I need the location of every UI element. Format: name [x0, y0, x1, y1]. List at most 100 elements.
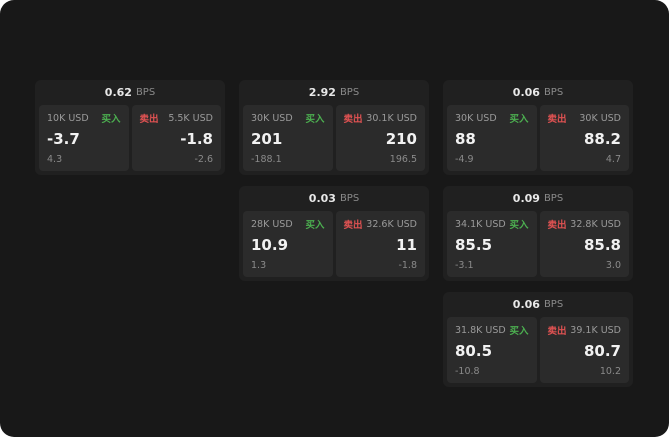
sell-delta: 4.7	[605, 154, 621, 165]
buy-delta: -4.9	[455, 154, 474, 165]
sell-size: 30K USD	[579, 112, 621, 124]
sell-panel[interactable]: 卖出 30.1K USD 210 196.5	[335, 105, 425, 171]
spread-value: 0.03	[308, 192, 336, 205]
bps-label: BPS	[339, 87, 360, 98]
sell-delta: -1.8	[398, 260, 417, 271]
sell-price: -1.8	[180, 130, 213, 148]
buy-delta: -188.1	[251, 154, 282, 165]
sell-delta: 3.0	[605, 260, 621, 271]
buy-price: 85.5	[455, 236, 493, 254]
sell-label: 卖出	[547, 220, 567, 231]
sell-size: 30.1K USD	[366, 112, 417, 124]
buy-size: 28K USD	[251, 218, 293, 230]
spread-value: 0.62	[104, 86, 132, 99]
sell-panel-top: 卖出 30K USD	[547, 111, 622, 126]
quote-card: 2.92 BPS 30K USD 买入 201 -188.1 卖出 30.1K …	[239, 80, 429, 175]
buy-panel-top: 28K USD 买入	[251, 217, 325, 232]
buy-size: 34.1K USD	[455, 218, 506, 230]
buy-panel[interactable]: 30K USD 买入 88 -4.9	[447, 105, 537, 171]
buy-price: 10.9	[251, 236, 289, 254]
sell-label: 卖出	[343, 114, 363, 125]
buy-delta: -10.8	[455, 366, 480, 377]
buy-panel-top: 31.8K USD 买入	[455, 323, 529, 338]
bps-label: BPS	[543, 299, 564, 310]
buy-label: 买入	[509, 114, 529, 125]
sell-price: 85.8	[583, 236, 621, 254]
sell-size: 5.5K USD	[168, 112, 213, 124]
sell-price: 80.7	[583, 342, 621, 360]
sell-size: 32.6K USD	[366, 218, 417, 230]
sell-panel[interactable]: 卖出 5.5K USD -1.8 -2.6	[131, 105, 221, 171]
spread-header: 0.03 BPS	[239, 186, 429, 211]
quote-card: 0.62 BPS 10K USD 买入 -3.7 4.3 卖出 5.5K USD	[35, 80, 225, 175]
buy-panel-top: 30K USD 买入	[251, 111, 325, 126]
buy-price: -3.7	[47, 130, 80, 148]
buy-price: 88	[455, 130, 476, 148]
sell-price: 88.2	[583, 130, 621, 148]
spread-value: 0.06	[512, 86, 540, 99]
buy-label: 买入	[101, 114, 121, 125]
buy-size: 31.8K USD	[455, 324, 506, 336]
spread-header: 2.92 BPS	[239, 80, 429, 105]
bps-label: BPS	[543, 193, 564, 204]
buy-panel-top: 10K USD 买入	[47, 111, 121, 126]
sell-delta: 196.5	[389, 154, 417, 165]
sell-panel-top: 卖出 5.5K USD	[139, 111, 214, 126]
bps-label: BPS	[543, 87, 564, 98]
quote-panels: 34.1K USD 买入 85.5 -3.1 卖出 32.8K USD 85.8…	[443, 211, 633, 281]
spread-value: 2.92	[308, 86, 336, 99]
quote-card: 0.09 BPS 34.1K USD 买入 85.5 -3.1 卖出 32.8K…	[443, 186, 633, 281]
bps-label: BPS	[135, 87, 156, 98]
spread-value: 0.06	[512, 298, 540, 311]
buy-price: 201	[251, 130, 283, 148]
spread-header: 0.09 BPS	[443, 186, 633, 211]
sell-price: 210	[385, 130, 417, 148]
sell-price: 11	[396, 236, 417, 254]
buy-panel[interactable]: 31.8K USD 买入 80.5 -10.8	[447, 317, 537, 383]
buy-price: 80.5	[455, 342, 493, 360]
sell-panel-top: 卖出 30.1K USD	[343, 111, 418, 126]
sell-label: 卖出	[139, 114, 159, 125]
buy-panel[interactable]: 34.1K USD 买入 85.5 -3.1	[447, 211, 537, 277]
buy-label: 买入	[305, 114, 325, 125]
bps-label: BPS	[339, 193, 360, 204]
quote-panels: 31.8K USD 买入 80.5 -10.8 卖出 39.1K USD 80.…	[443, 317, 633, 387]
sell-panel-top: 卖出 39.1K USD	[547, 323, 622, 338]
quote-panels: 28K USD 买入 10.9 1.3 卖出 32.6K USD 11 -1.8	[239, 211, 429, 281]
quote-panels: 10K USD 买入 -3.7 4.3 卖出 5.5K USD -1.8 -2.…	[35, 105, 225, 175]
quote-card: 0.03 BPS 28K USD 买入 10.9 1.3 卖出 32.6K US…	[239, 186, 429, 281]
sell-panel[interactable]: 卖出 32.8K USD 85.8 3.0	[539, 211, 629, 277]
sell-panel-top: 卖出 32.8K USD	[547, 217, 622, 232]
spread-header: 0.06 BPS	[443, 292, 633, 317]
buy-delta: -3.1	[455, 260, 474, 271]
quote-panels: 30K USD 买入 88 -4.9 卖出 30K USD 88.2 4.7	[443, 105, 633, 175]
buy-label: 买入	[509, 326, 529, 337]
buy-size: 30K USD	[455, 112, 497, 124]
sell-size: 39.1K USD	[570, 324, 621, 336]
buy-panel[interactable]: 30K USD 买入 201 -188.1	[243, 105, 333, 171]
sell-label: 卖出	[547, 114, 567, 125]
sell-panel-top: 卖出 32.6K USD	[343, 217, 418, 232]
quote-card: 0.06 BPS 30K USD 买入 88 -4.9 卖出 30K USD	[443, 80, 633, 175]
sell-panel[interactable]: 卖出 32.6K USD 11 -1.8	[335, 211, 425, 277]
sell-panel[interactable]: 卖出 30K USD 88.2 4.7	[539, 105, 629, 171]
buy-panel[interactable]: 28K USD 买入 10.9 1.3	[243, 211, 333, 277]
buy-panel[interactable]: 10K USD 买入 -3.7 4.3	[39, 105, 129, 171]
spread-header: 0.62 BPS	[35, 80, 225, 105]
buy-delta: 4.3	[47, 154, 63, 165]
sell-delta: 10.2	[599, 366, 621, 377]
sell-label: 卖出	[343, 220, 363, 231]
buy-label: 买入	[305, 220, 325, 231]
buy-panel-top: 30K USD 买入	[455, 111, 529, 126]
sell-delta: -2.6	[194, 154, 213, 165]
sell-panel[interactable]: 卖出 39.1K USD 80.7 10.2	[539, 317, 629, 383]
quote-card: 0.06 BPS 31.8K USD 买入 80.5 -10.8 卖出 39.1…	[443, 292, 633, 387]
quote-panels: 30K USD 买入 201 -188.1 卖出 30.1K USD 210 1…	[239, 105, 429, 175]
buy-delta: 1.3	[251, 260, 267, 271]
sell-label: 卖出	[547, 326, 567, 337]
sell-size: 32.8K USD	[570, 218, 621, 230]
spread-value: 0.09	[512, 192, 540, 205]
buy-label: 买入	[509, 220, 529, 231]
buy-panel-top: 34.1K USD 买入	[455, 217, 529, 232]
